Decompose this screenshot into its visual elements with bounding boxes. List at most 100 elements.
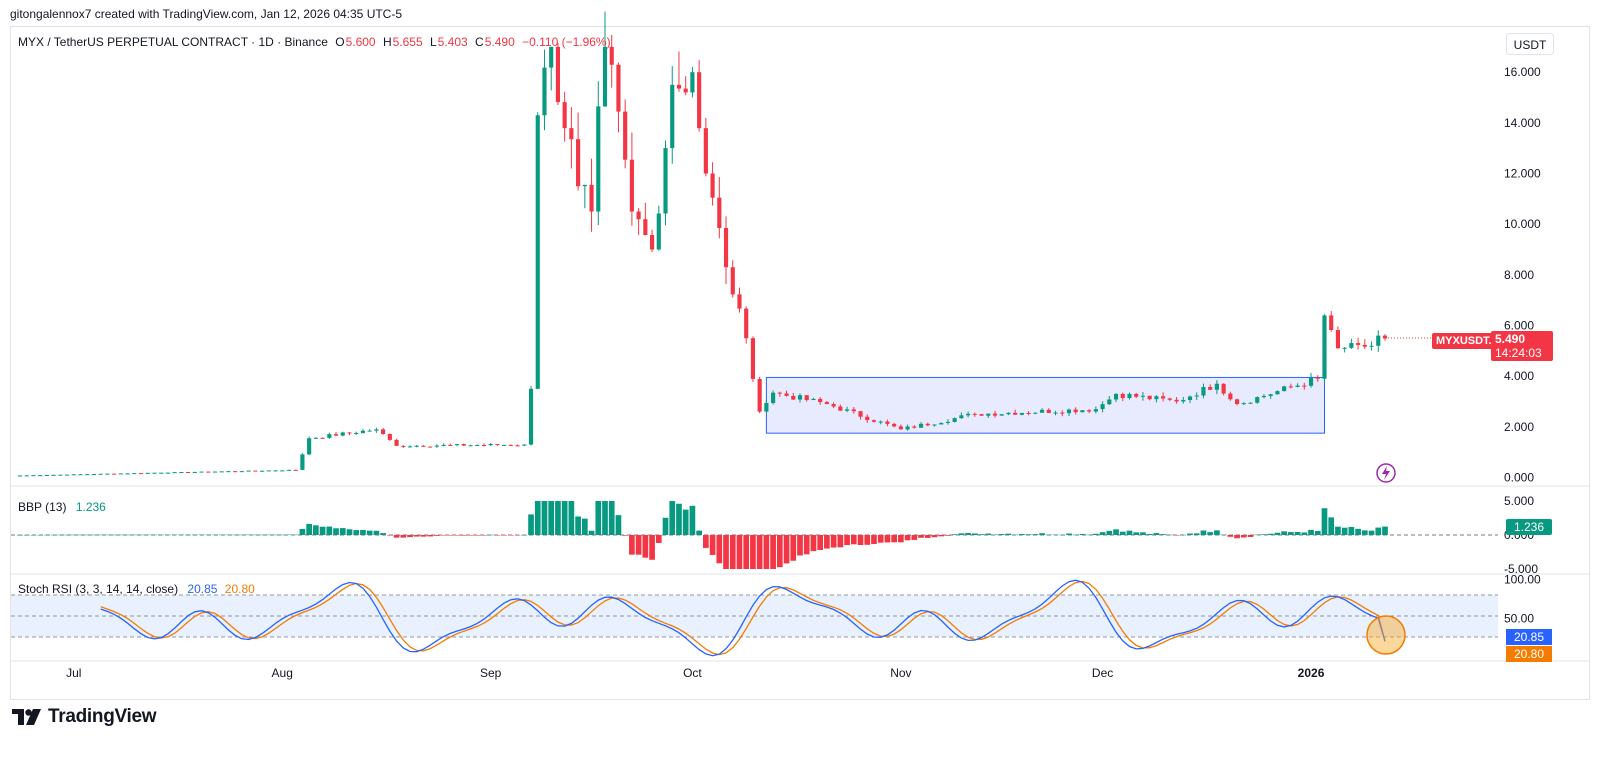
candle bbox=[1060, 410, 1065, 417]
candle-body bbox=[495, 444, 500, 446]
bbp-bar bbox=[985, 533, 992, 535]
candle-body bbox=[387, 433, 392, 440]
candle bbox=[918, 422, 924, 428]
price-tick-label: 6.000 bbox=[1504, 319, 1534, 333]
candle bbox=[697, 60, 702, 132]
candle-body bbox=[1302, 385, 1307, 387]
bbp-bar bbox=[165, 534, 171, 536]
bbp-bar bbox=[629, 535, 635, 555]
bbp-bar bbox=[1308, 529, 1314, 535]
candle bbox=[649, 229, 655, 253]
candle-body bbox=[1322, 315, 1327, 379]
candle-body bbox=[1060, 412, 1065, 414]
candle bbox=[24, 475, 29, 477]
currency-button[interactable]: USDT bbox=[1506, 33, 1554, 55]
candle-body bbox=[1134, 393, 1139, 397]
tradingview-logo[interactable]: TradingView bbox=[12, 705, 157, 729]
candle bbox=[750, 336, 756, 382]
candle-body bbox=[602, 46, 608, 107]
candle bbox=[1214, 380, 1219, 395]
bbp-bar bbox=[467, 535, 474, 536]
bbp-bar bbox=[1382, 526, 1388, 535]
candle bbox=[85, 474, 90, 476]
candle-body bbox=[952, 418, 957, 422]
candle bbox=[300, 453, 305, 471]
candle bbox=[313, 437, 318, 439]
chart-frame bbox=[10, 26, 1590, 700]
candle-body bbox=[98, 473, 103, 475]
bbp-bar bbox=[158, 534, 165, 536]
open-value: 5.600 bbox=[345, 35, 376, 49]
bbp-bar bbox=[218, 534, 225, 536]
candle bbox=[542, 49, 547, 131]
candle bbox=[623, 99, 628, 169]
bbp-bar bbox=[783, 535, 790, 564]
candle-body bbox=[892, 423, 897, 427]
candle bbox=[1288, 383, 1293, 389]
candle bbox=[307, 436, 312, 456]
symbol-title: MYX / TetherUS PERPETUAL CONTRACT · 1D ·… bbox=[18, 35, 328, 49]
candle-body bbox=[273, 470, 278, 472]
candle bbox=[905, 424, 910, 431]
candle-body bbox=[421, 445, 426, 447]
bbp-bar bbox=[373, 530, 380, 535]
high-label: H bbox=[382, 35, 392, 49]
bbp-bar bbox=[649, 535, 655, 560]
candle bbox=[327, 432, 332, 440]
bbp-bar bbox=[622, 535, 629, 536]
bbp-bar bbox=[1301, 532, 1308, 535]
candle-body bbox=[300, 454, 305, 470]
stoch-d-value: 20.80 bbox=[224, 582, 255, 596]
candle-body bbox=[710, 173, 715, 198]
candle bbox=[596, 81, 601, 226]
candle-body bbox=[912, 426, 917, 428]
candle bbox=[515, 444, 520, 447]
bbp-bar bbox=[911, 535, 918, 540]
candle bbox=[51, 474, 56, 476]
candle bbox=[535, 112, 540, 389]
change-value: −0.110 (−1.96%) bbox=[522, 35, 611, 49]
bbp-bar bbox=[64, 534, 70, 536]
bbp-bar bbox=[1059, 534, 1066, 536]
candle bbox=[589, 158, 594, 232]
candle-body bbox=[898, 426, 903, 430]
candle-body bbox=[246, 470, 251, 472]
candle bbox=[1080, 410, 1085, 413]
bbp-bar bbox=[205, 534, 212, 536]
candle-body bbox=[542, 67, 547, 116]
bbp-bar bbox=[440, 535, 447, 536]
candle-body bbox=[165, 472, 171, 474]
candle-body bbox=[1268, 394, 1273, 396]
candle bbox=[945, 419, 951, 425]
price-tick-label: 16.000 bbox=[1504, 65, 1541, 79]
bbp-bar bbox=[1079, 533, 1086, 535]
candle bbox=[1241, 402, 1246, 405]
candle-body bbox=[44, 474, 49, 476]
lightning-icon[interactable] bbox=[1376, 463, 1396, 483]
bbp-bar bbox=[756, 535, 763, 569]
bbp-bar bbox=[844, 535, 850, 546]
candle bbox=[374, 427, 379, 433]
bbp-bar bbox=[1045, 534, 1052, 536]
candle-body bbox=[697, 72, 702, 129]
candle-body bbox=[152, 472, 157, 474]
candle bbox=[824, 400, 829, 405]
bbp-bar bbox=[904, 535, 911, 541]
candle bbox=[703, 117, 708, 177]
candle-body bbox=[1221, 383, 1226, 394]
bbp-bar bbox=[871, 535, 877, 545]
candle bbox=[1174, 397, 1179, 404]
candle bbox=[1329, 311, 1334, 332]
candle bbox=[360, 429, 366, 434]
candle bbox=[394, 438, 399, 447]
candle bbox=[152, 472, 157, 474]
candle bbox=[488, 442, 493, 447]
candle bbox=[1282, 385, 1287, 392]
stoch-d-line bbox=[100, 580, 1386, 656]
candle-body bbox=[629, 159, 634, 212]
candle-body bbox=[1006, 412, 1011, 415]
candle-body bbox=[1308, 377, 1314, 386]
candle bbox=[663, 140, 668, 226]
